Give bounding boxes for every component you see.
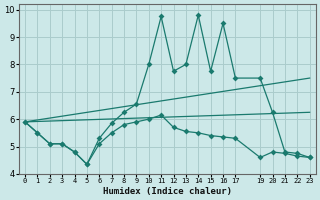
X-axis label: Humidex (Indice chaleur): Humidex (Indice chaleur) bbox=[103, 187, 232, 196]
